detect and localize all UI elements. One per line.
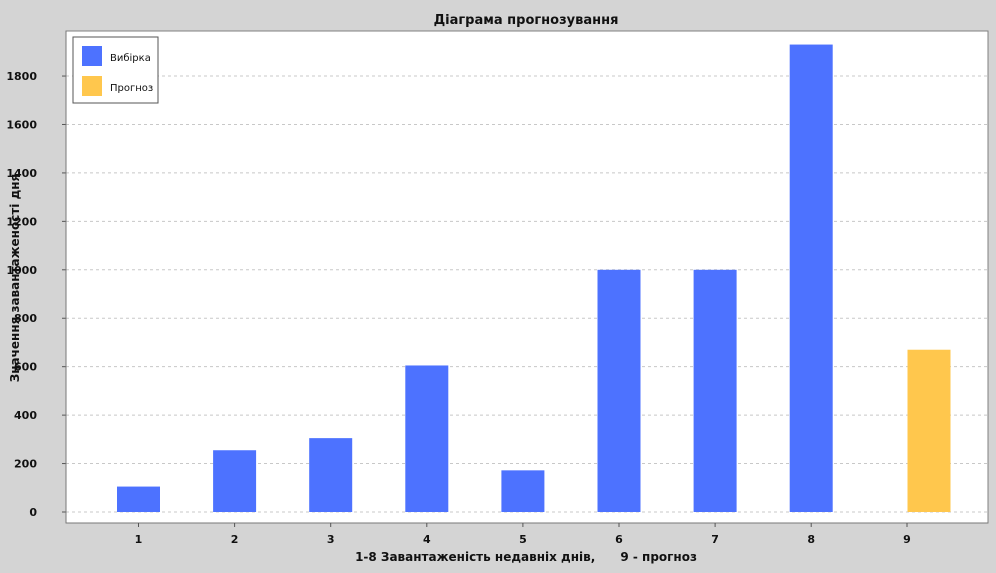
y-tick-label: 1400 (6, 167, 37, 180)
bar-sample-7 (693, 269, 737, 512)
x-tick-label: 4 (423, 533, 431, 546)
bar-sample-3 (309, 438, 353, 512)
bar-sample-1 (117, 486, 160, 512)
x-tick-label: 5 (519, 533, 527, 546)
x-tick-label: 2 (231, 533, 239, 546)
legend-swatch-forecast (82, 76, 102, 96)
x-tick-label: 3 (327, 533, 335, 546)
bar-sample-5 (501, 470, 545, 512)
x-axis-label: 1-8 Завантаженість недавніх днів, 9 - пр… (355, 550, 697, 564)
y-tick-label: 0 (29, 506, 37, 519)
y-tick-label: 800 (14, 312, 37, 325)
bar-sample-4 (405, 365, 449, 512)
y-tick-label: 1600 (6, 118, 37, 131)
x-tick-label: 6 (615, 533, 623, 546)
legend-label-forecast: Прогноз (110, 83, 153, 94)
y-tick-label: 1000 (6, 264, 37, 277)
legend-label-sample: Вибірка (110, 52, 151, 64)
chart-title: Діаграма прогнозування (434, 13, 619, 28)
y-tick-label: 200 (14, 458, 37, 471)
axis-layer: 0 200 400 600 800 1000 1200 1400 1600 1800 1 2 3 4 5 6 7… (6, 31, 988, 546)
legend: Вибірка Прогноз (72, 36, 159, 104)
y-tick-label: 1200 (6, 215, 37, 228)
y-axis-label: Значення завантаженості дня (8, 174, 22, 383)
legend-swatch-sample (82, 46, 102, 66)
x-tick-label: 7 (711, 533, 719, 546)
bar-sample-8 (789, 44, 833, 512)
y-tick-label: 600 (14, 361, 37, 374)
y-tick-label: 1800 (6, 70, 37, 83)
bar-forecast-9 (907, 349, 951, 512)
bar-sample-6 (597, 269, 641, 512)
x-tick-label: 1 (135, 533, 143, 546)
plot-area (65, 30, 989, 524)
x-tick-label: 9 (903, 533, 911, 546)
grid-layer (66, 75, 988, 513)
y-tick-label: 400 (14, 409, 37, 422)
x-tick-label: 8 (807, 533, 815, 546)
bars-layer (117, 44, 951, 512)
bar-sample-2 (213, 450, 257, 512)
